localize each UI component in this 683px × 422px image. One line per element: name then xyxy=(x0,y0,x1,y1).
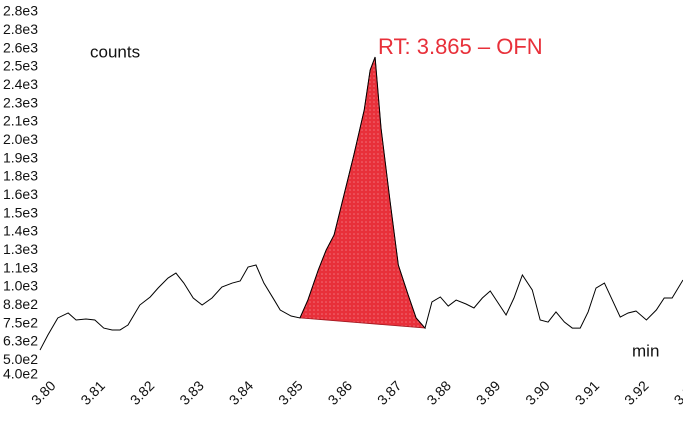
y-tick-label: 1.0e3 xyxy=(3,278,38,294)
x-tick-label: 3.83 xyxy=(176,377,207,408)
y-tick-label: 4.0e2 xyxy=(3,366,38,382)
y-tick-label: 2.5e3 xyxy=(3,58,38,74)
y-tick-label: 1.9e3 xyxy=(3,149,38,165)
y-tick-label: 1.6e3 xyxy=(3,186,38,202)
x-tick-label: 3.81 xyxy=(77,377,108,408)
y-tick-label: 7.5e2 xyxy=(3,314,38,330)
peak-area xyxy=(299,56,426,329)
x-tick-label: 3.92 xyxy=(621,377,652,408)
y-tick-label: 1.3e3 xyxy=(3,241,38,257)
y-tick-label: 6.3e2 xyxy=(3,333,38,349)
x-tick-label: 3.85 xyxy=(275,377,306,408)
y-tick-label: 8.8e2 xyxy=(3,296,38,312)
y-axis-label: counts xyxy=(90,42,140,61)
y-tick-label: 1.8e3 xyxy=(3,168,38,184)
y-tick-label: 2.4e3 xyxy=(3,76,38,92)
x-tick-label: 3.87 xyxy=(374,377,405,408)
x-tick-label: 3.93 xyxy=(671,377,683,408)
y-tick-label: 2.0e3 xyxy=(3,131,38,147)
x-tick-label: 3.89 xyxy=(473,377,504,408)
x-tick-label: 3.90 xyxy=(522,377,553,408)
trace-line xyxy=(39,56,683,351)
x-tick-label: 3.86 xyxy=(325,377,356,408)
y-tick-label: 5.0e2 xyxy=(3,351,38,367)
x-axis-label: min xyxy=(632,341,659,360)
y-tick-label: 2.6e3 xyxy=(3,39,38,55)
y-tick-label: 2.1e3 xyxy=(3,113,38,129)
y-tick-label: 2.8e3 xyxy=(3,21,38,37)
y-tick-label: 1.1e3 xyxy=(3,259,38,275)
annotation: RT: 3.865 – OFN xyxy=(378,34,543,59)
x-tick-label: 3.84 xyxy=(226,377,257,408)
x-tick-label: 3.80 xyxy=(28,377,59,408)
y-tick-label: 1.4e3 xyxy=(3,223,38,239)
x-tick-label: 3.91 xyxy=(572,377,603,408)
y-tick-label: 2.8e3 xyxy=(3,3,38,19)
y-tick-label: 1.5e3 xyxy=(3,204,38,220)
x-tick-label: 3.88 xyxy=(423,377,454,408)
y-tick-label: 2.3e3 xyxy=(3,94,38,110)
x-tick-label: 3.82 xyxy=(127,377,158,408)
